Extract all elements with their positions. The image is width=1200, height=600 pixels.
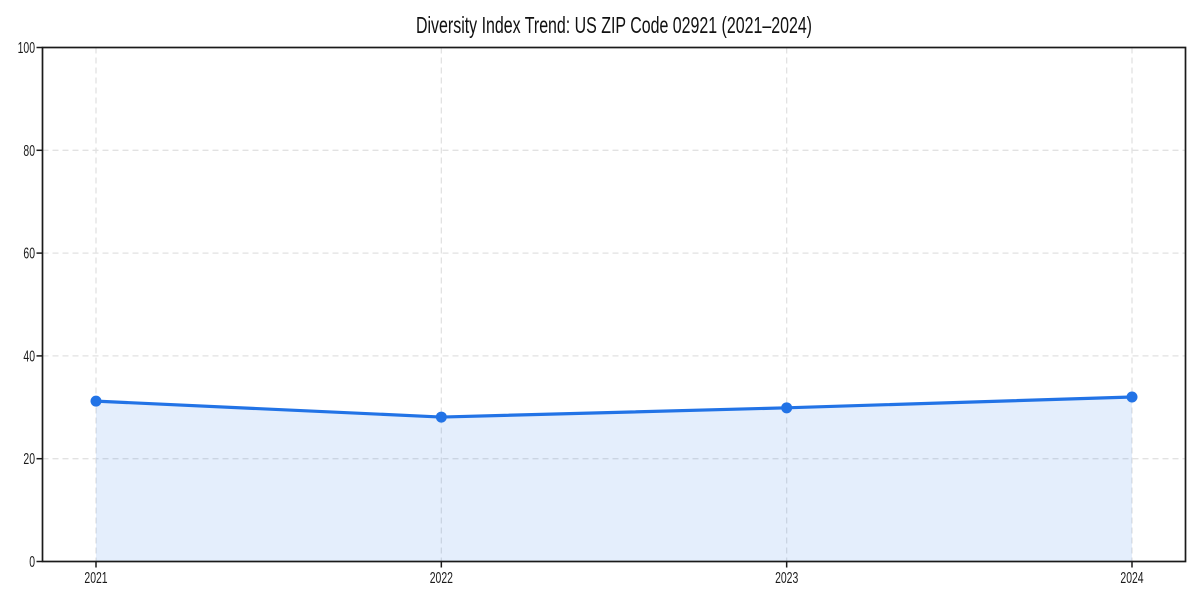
- y-tick-label-0: 0: [29, 554, 35, 571]
- series-line: [94, 395, 1134, 419]
- y-tick-label-100: 100: [18, 40, 36, 57]
- data-point-2021: [90, 395, 102, 407]
- chart-title: Diversity Index Trend: US ZIP Code 02921…: [416, 12, 812, 38]
- x-tick-label-2022: 2022: [430, 570, 453, 587]
- y-tick-label-20: 20: [23, 451, 35, 468]
- y-tick-label-60: 60: [23, 246, 35, 263]
- series-area-fill: [96, 397, 1132, 562]
- x-tick-label-2021: 2021: [84, 570, 107, 587]
- data-point-2024: [1126, 391, 1138, 403]
- data-point-2022: [435, 411, 447, 423]
- data-point-2023: [781, 402, 793, 414]
- x-tick-label-2023: 2023: [775, 570, 798, 587]
- plot-border: [41, 46, 1187, 563]
- plot-area: 0 20 40 60 80 100 2021 2022 2023 2024: [18, 40, 1187, 587]
- y-tick-label-40: 40: [23, 348, 35, 365]
- y-tick-label-80: 80: [23, 143, 35, 160]
- x-tick-label-2024: 2024: [1120, 570, 1143, 587]
